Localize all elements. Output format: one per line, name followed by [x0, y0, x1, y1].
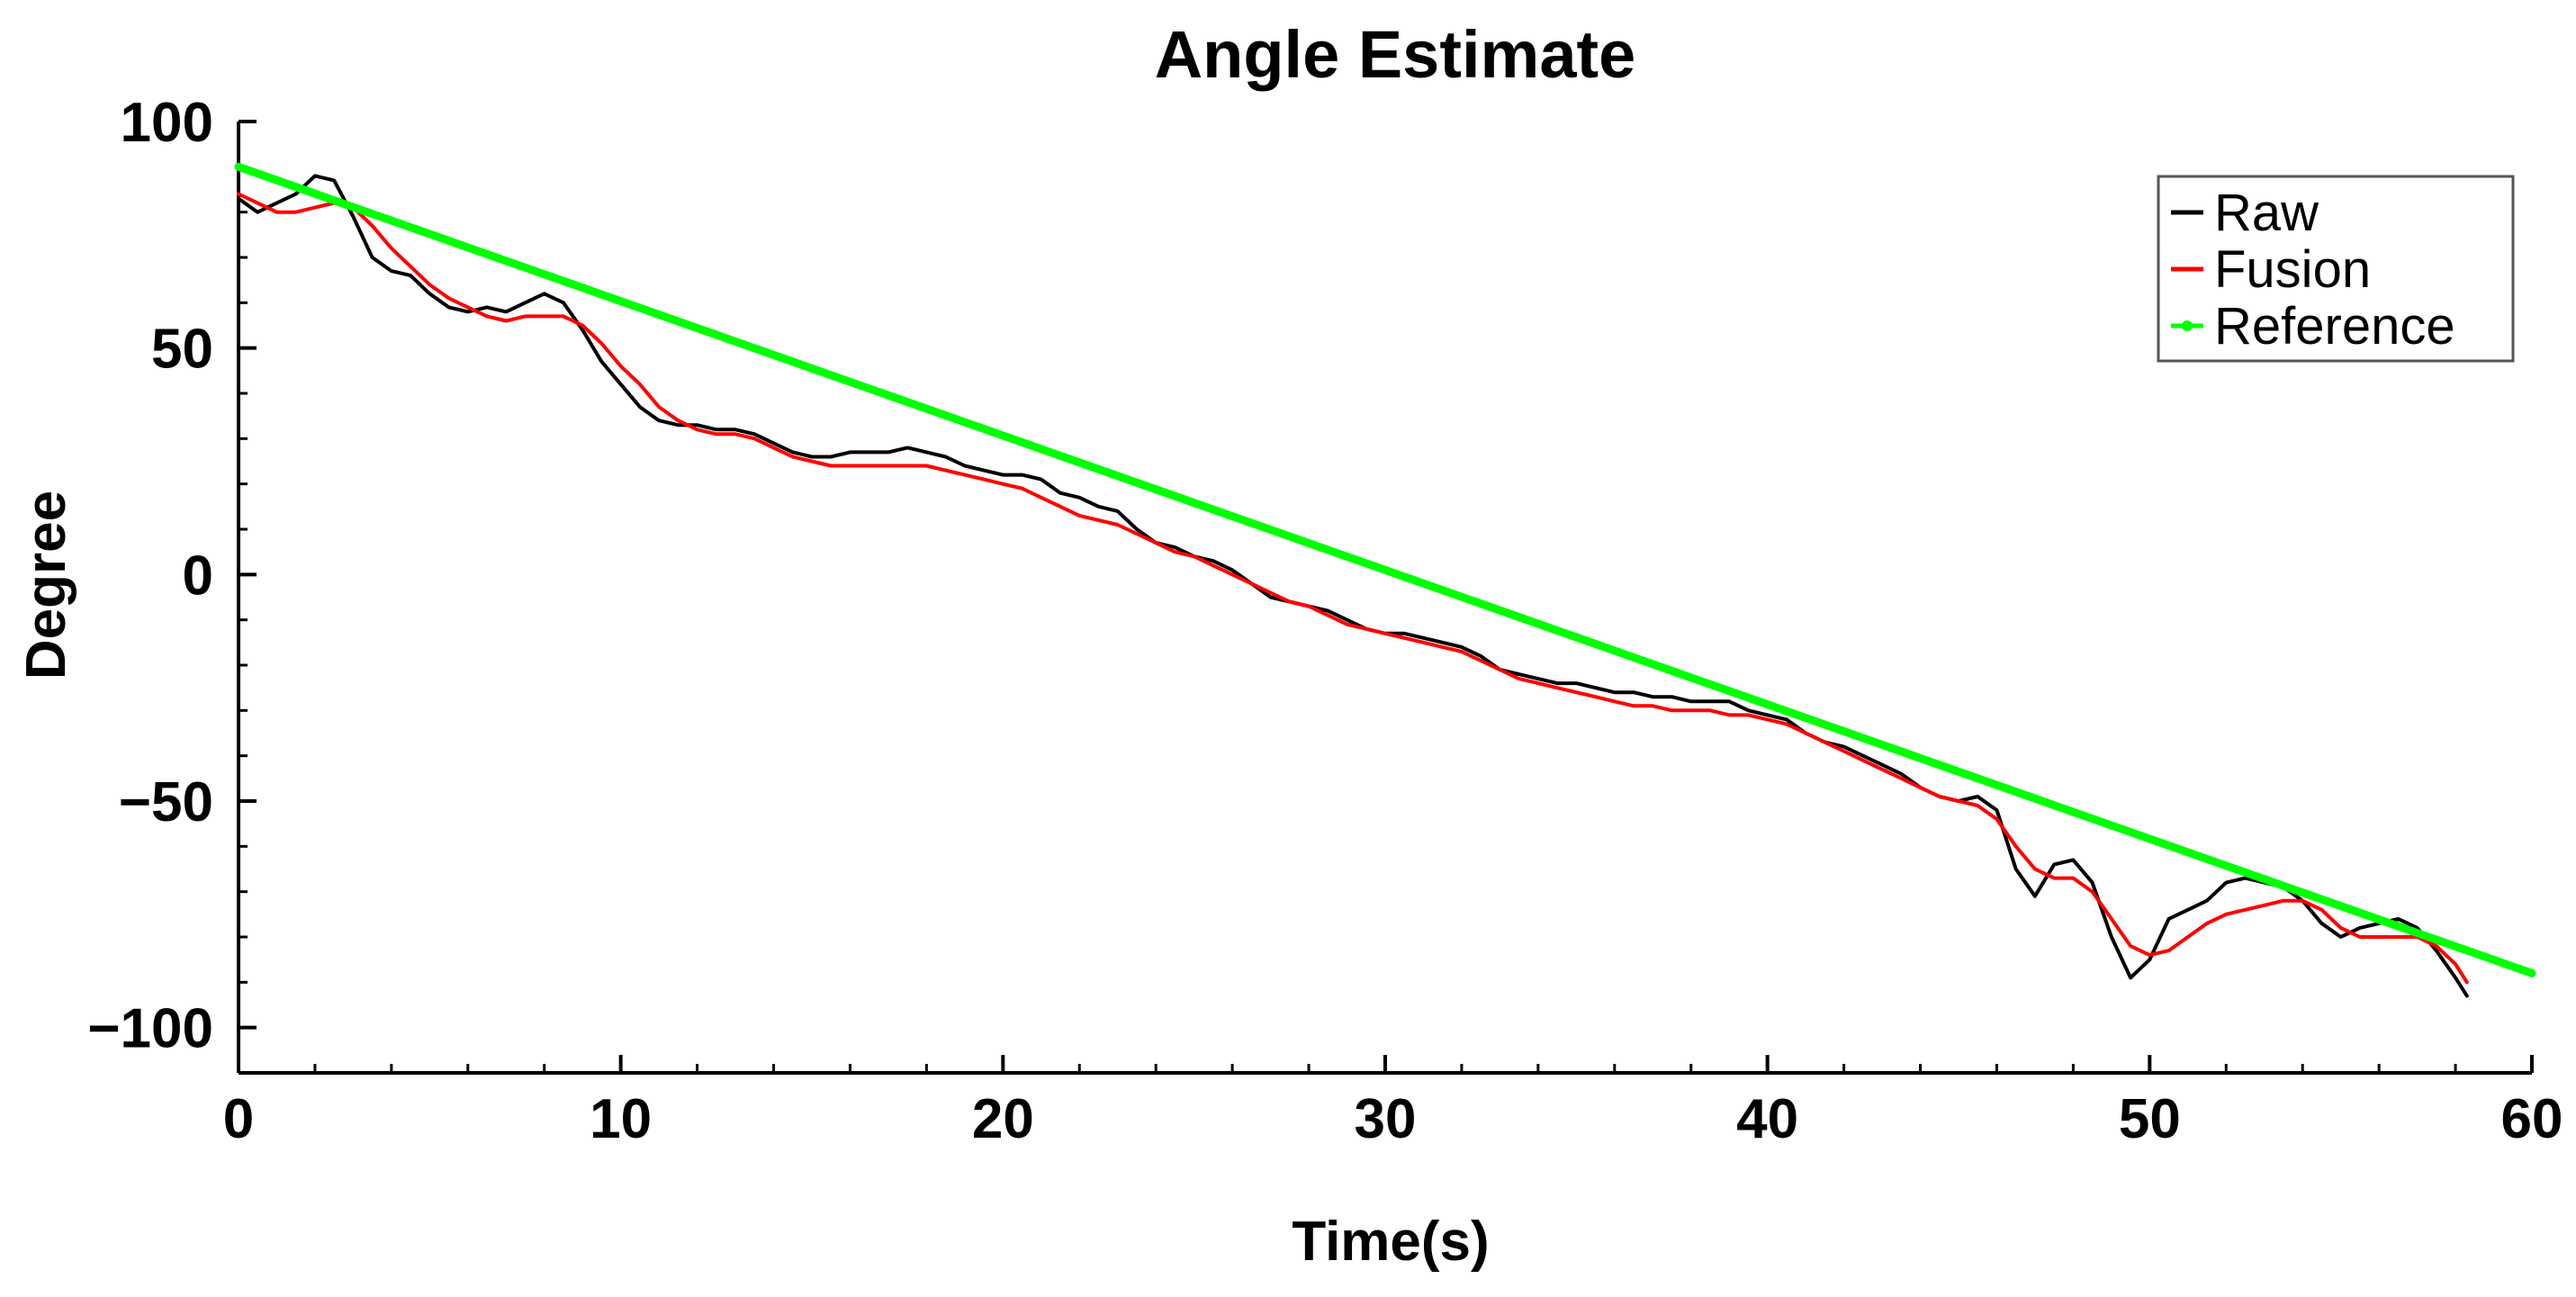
- x-tick-label: 0: [223, 1088, 254, 1150]
- y-tick-label: 50: [151, 319, 213, 381]
- tick-labels: 0 10 20 30 40 50 60 100 50 0 −50 −100: [87, 92, 2562, 1150]
- x-tick-label: 60: [2501, 1088, 2563, 1150]
- y-axis-label: Degree: [15, 491, 77, 680]
- minor-ticks: [239, 165, 2457, 1075]
- series-line-fusion: [237, 192, 2469, 985]
- chart-title: Angle Estimate: [1155, 17, 1636, 92]
- y-tick-label: −50: [119, 771, 213, 833]
- x-axis-label: Time(s): [1292, 1211, 1489, 1273]
- x-tick-label: 40: [1736, 1088, 1798, 1150]
- legend-label-fusion: Fusion: [2214, 240, 2371, 299]
- legend-label-raw: Raw: [2214, 184, 2319, 242]
- series-layer: [234, 162, 2536, 998]
- y-tick-label: 100: [121, 92, 213, 154]
- x-tick-label: 30: [1355, 1088, 1417, 1150]
- y-tick-label: −100: [87, 998, 213, 1060]
- y-tick-label: 0: [183, 545, 213, 607]
- series-line-raw: [237, 174, 2469, 998]
- legend-box: [2157, 175, 2515, 363]
- legend-marker-reference: [2182, 320, 2193, 331]
- major-ticks: [237, 120, 2534, 1073]
- x-tick-label: 10: [590, 1088, 652, 1150]
- x-tick-label: 20: [972, 1088, 1034, 1150]
- series-line-reference: [234, 162, 2536, 977]
- x-tick-label: 50: [2119, 1088, 2181, 1150]
- legend-label-reference: Reference: [2214, 297, 2455, 356]
